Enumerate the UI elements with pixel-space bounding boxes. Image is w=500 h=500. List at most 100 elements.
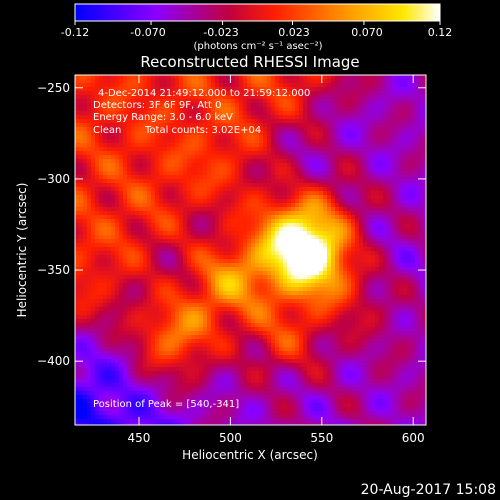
heatmap-cell	[207, 283, 212, 288]
heatmap-cell	[227, 351, 232, 356]
heatmap-cell	[195, 127, 200, 132]
heatmap-cell	[167, 79, 172, 84]
heatmap-cell	[191, 115, 196, 120]
heatmap-cell	[215, 183, 220, 188]
heatmap-cell	[91, 331, 96, 336]
heatmap-cell	[291, 403, 296, 408]
heatmap-cell	[103, 163, 108, 168]
heatmap-cell	[143, 207, 148, 212]
heatmap-cell	[227, 199, 232, 204]
heatmap-cell	[231, 403, 236, 408]
heatmap-cell	[187, 331, 192, 336]
heatmap-cell	[191, 415, 196, 420]
heatmap-cell	[139, 339, 144, 344]
heatmap-cell	[219, 199, 224, 204]
heatmap-cell	[119, 115, 124, 120]
heatmap-cell	[191, 355, 196, 360]
heatmap-cell	[143, 187, 148, 192]
heatmap-cell	[259, 99, 264, 104]
heatmap-cell	[207, 155, 212, 160]
heatmap-cell	[107, 323, 112, 328]
heatmap-cell	[203, 195, 208, 200]
heatmap-cell	[183, 247, 188, 252]
heatmap-cell	[127, 303, 132, 308]
heatmap-cell	[107, 143, 112, 148]
heatmap-cell	[263, 307, 268, 312]
heatmap-cell	[227, 303, 232, 308]
heatmap-cell	[203, 247, 208, 252]
heatmap-cell	[267, 187, 272, 192]
heatmap-cell	[135, 395, 140, 400]
heatmap-cell	[259, 255, 264, 260]
heatmap-cell	[183, 359, 188, 364]
heatmap-cell	[79, 307, 84, 312]
heatmap-cell	[275, 375, 280, 380]
heatmap-cell	[235, 319, 240, 324]
heatmap-cell	[287, 243, 292, 248]
heatmap-cell	[299, 267, 304, 272]
heatmap-cell	[271, 155, 276, 160]
heatmap-cell	[279, 423, 284, 425]
heatmap-cell	[79, 323, 84, 328]
heatmap-cell	[199, 423, 204, 425]
heatmap-cell	[243, 399, 248, 404]
heatmap-cell	[223, 227, 228, 232]
heatmap-cell	[151, 75, 156, 80]
heatmap-cell	[83, 171, 88, 176]
heatmap-cell	[187, 399, 192, 404]
heatmap-cell	[227, 215, 232, 220]
heatmap-cell	[243, 239, 248, 244]
heatmap-cell	[215, 323, 220, 328]
heatmap-cell	[95, 395, 100, 400]
heatmap-cell	[211, 263, 216, 268]
heatmap-cell	[151, 183, 156, 188]
heatmap-cell	[159, 119, 164, 124]
heatmap-cell	[147, 375, 152, 380]
heatmap-cell	[191, 151, 196, 156]
heatmap-cell	[171, 219, 176, 224]
heatmap-cell	[171, 391, 176, 396]
heatmap-cell	[83, 111, 88, 116]
heatmap-cell	[75, 291, 80, 296]
heatmap-cell	[95, 127, 100, 132]
heatmap-cell	[263, 135, 268, 140]
heatmap-cell	[207, 291, 212, 296]
heatmap-cell	[259, 367, 264, 372]
heatmap-cell	[107, 407, 112, 412]
heatmap-cell	[279, 199, 284, 204]
heatmap-cell	[135, 275, 140, 280]
heatmap-cell	[187, 311, 192, 316]
heatmap-cell	[179, 95, 184, 100]
heatmap-cell	[127, 119, 132, 124]
heatmap-cell	[211, 131, 216, 136]
heatmap-cell	[291, 187, 296, 192]
heatmap-cell	[183, 171, 188, 176]
heatmap-cell	[135, 171, 140, 176]
heatmap-cell	[215, 239, 220, 244]
heatmap-cell	[267, 279, 272, 284]
heatmap-cell	[227, 411, 232, 416]
heatmap-cell	[279, 239, 284, 244]
heatmap-cell	[91, 75, 96, 80]
heatmap-cell	[151, 415, 156, 420]
heatmap-cell	[243, 215, 248, 220]
heatmap-cell	[75, 203, 80, 208]
heatmap-cell	[259, 319, 264, 324]
heatmap-cell	[171, 183, 176, 188]
heatmap-cell	[211, 163, 216, 168]
heatmap-cell	[227, 407, 232, 412]
heatmap-cell	[107, 279, 112, 284]
heatmap-cell	[295, 335, 300, 340]
heatmap-cell	[123, 295, 128, 300]
heatmap-cell	[271, 423, 276, 425]
heatmap-cell	[215, 379, 220, 384]
heatmap-cell	[103, 383, 108, 388]
heatmap-cell	[167, 339, 172, 344]
heatmap-cell	[91, 339, 96, 344]
heatmap-cell	[183, 411, 188, 416]
heatmap-cell	[119, 163, 124, 168]
heatmap-cell	[255, 187, 260, 192]
heatmap-cell	[115, 83, 120, 88]
heatmap-cell	[79, 383, 84, 388]
heatmap-cell	[167, 195, 172, 200]
